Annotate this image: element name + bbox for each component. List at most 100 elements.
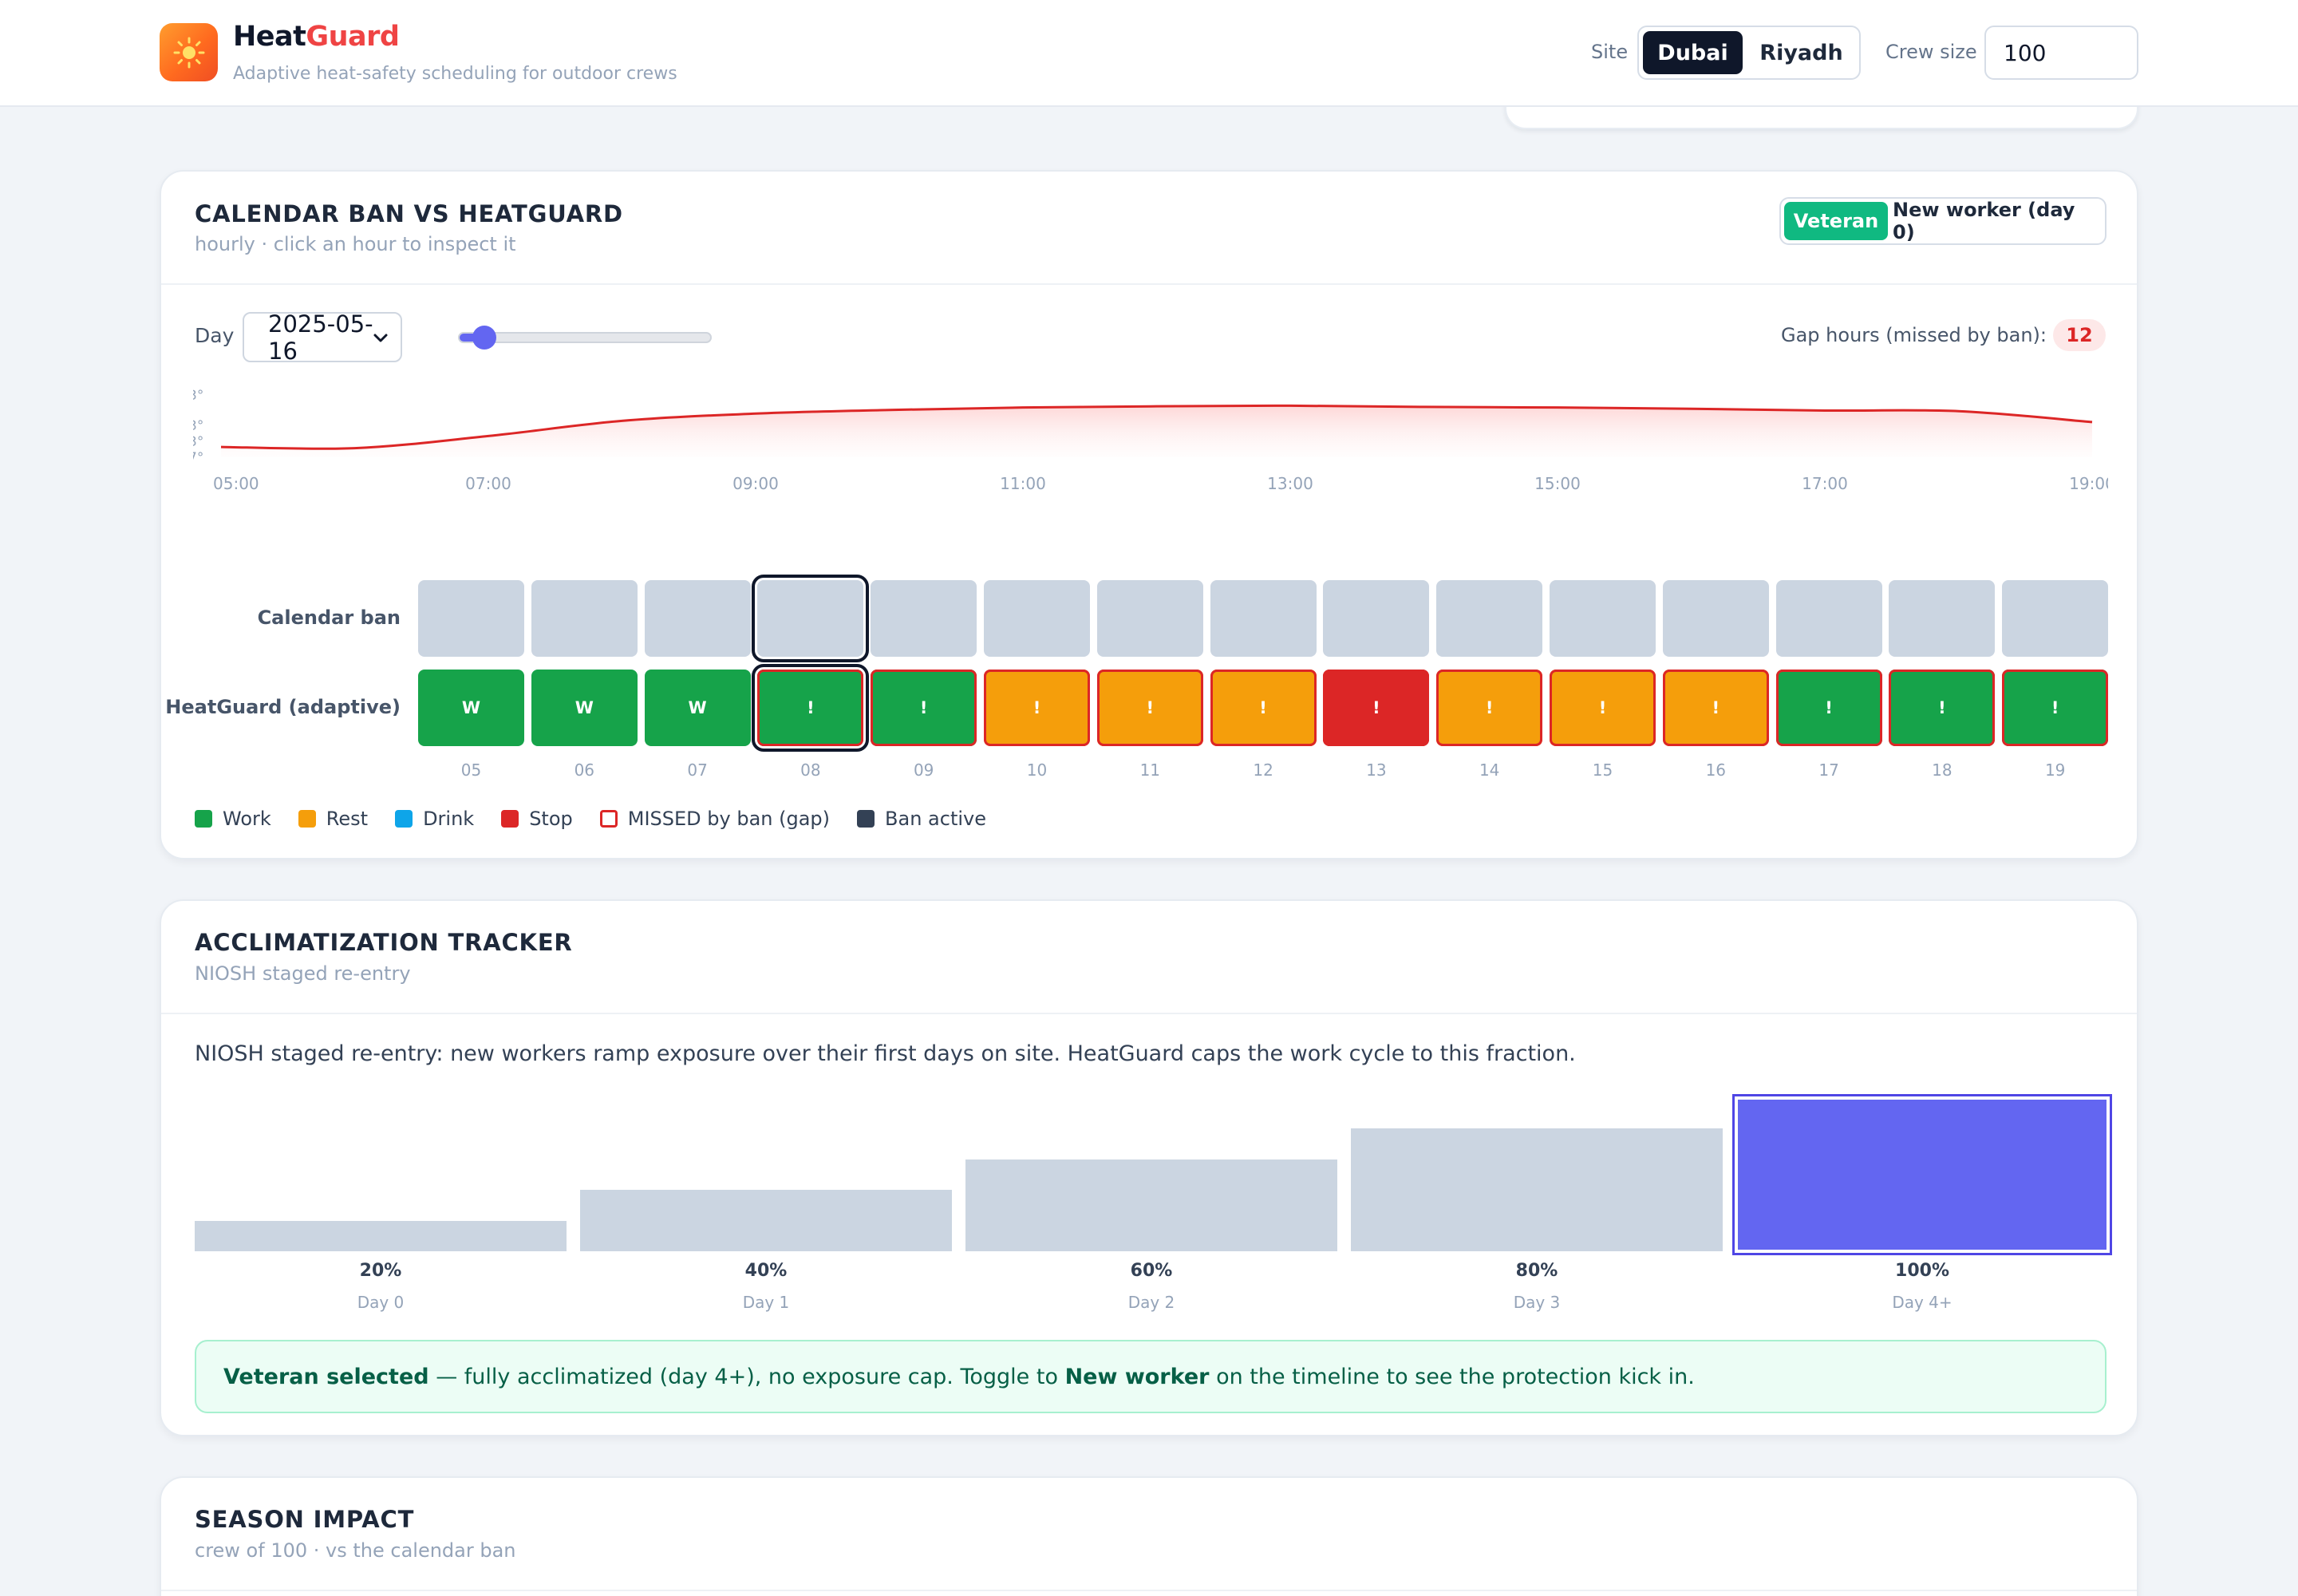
heatguard-cell-09[interactable]: ! [871,670,977,746]
legend-label: Stop [529,808,573,830]
day-slider-thumb[interactable] [472,326,497,350]
heatguard-cell-13[interactable]: ! [1323,670,1430,746]
note-text-2: on the timeline to see the protection ki… [1209,1364,1695,1389]
heatguard-cell-15[interactable]: ! [1550,670,1656,746]
note-bold-new-worker: New worker [1064,1364,1210,1389]
hour-label: 17 [1818,760,1839,780]
acclimatization-bar-day-1 [580,1190,952,1251]
ban-cell-06[interactable] [531,580,638,657]
temperature-area [221,405,2092,457]
x-tick-label: 09:00 [732,474,779,493]
hour-label: 08 [800,760,821,780]
brand-name-part2: Guard [306,21,400,53]
brand-name-part1: Heat [233,21,306,53]
heatguard-cell-10[interactable]: ! [984,670,1090,746]
note-bold-veteran: Veteran selected [223,1364,429,1389]
site-toggle: Dubai Riyadh [1637,26,1861,80]
legend-label: Drink [423,808,475,830]
worker-mode-toggle: Veteran New worker (day 0) [1779,197,2106,245]
bar-percent-label: 80% [1515,1261,1558,1281]
legend-label: MISSED by ban (gap) [627,808,831,830]
x-tick-label: 05:00 [213,474,259,493]
legend-item: Rest [298,808,368,830]
mode-option-new-worker[interactable]: New worker (day 0) [1893,199,2075,243]
mode-option-veteran[interactable]: Veteran [1784,202,1888,240]
bar-percent-label: 100% [1895,1261,1949,1281]
ban-cell-18[interactable] [1889,580,1996,657]
ban-cell-08[interactable] [752,575,870,662]
divider [161,283,2137,285]
legend-swatch [501,810,519,828]
row-label-calendar-ban: Calendar ban [257,606,401,629]
heatguard-cell-05[interactable]: W [418,670,524,746]
row-label-heatguard: HeatGuard (adaptive) [165,696,401,718]
day-select-value: 2025-05-16 [268,310,373,365]
brand-name: HeatGuard [233,21,400,53]
legend-swatch [857,810,875,828]
ban-cell-15[interactable] [1550,580,1656,657]
hour-label: 10 [1026,760,1048,780]
heatguard-cell-07[interactable]: W [644,670,751,746]
y-tick-label: 3° [193,418,203,434]
divider [161,1013,2137,1014]
heatguard-cell-17[interactable]: ! [1775,670,1882,746]
ban-cell-16[interactable] [1662,580,1769,657]
legend-swatch [395,810,413,828]
season-title: SEASON IMPACT [195,1506,415,1533]
y-tick-label: 7° [193,450,203,466]
acclimatization-card: ACCLIMATIZATION TRACKER NIOSH staged re-… [160,899,2138,1436]
heatguard-cell-12[interactable]: ! [1210,670,1317,746]
x-tick-label: 17:00 [1802,474,1848,493]
legend-item: Drink [395,808,474,830]
season-impact-card: SEASON IMPACT crew of 100 · vs the calen… [160,1476,2138,1596]
heatguard-cell-06[interactable]: W [531,670,638,746]
chevron-down-icon [373,334,388,342]
acclimatization-title: ACCLIMATIZATION TRACKER [195,929,573,956]
app-header: HeatGuard Adaptive heat-safety schedulin… [0,0,2298,107]
x-tick-label: 15:00 [1534,474,1581,493]
heatguard-cell-16[interactable]: ! [1662,670,1769,746]
day-select[interactable]: 2025-05-16 [243,310,402,365]
site-label: Site [1591,41,1629,63]
site-option-riyadh[interactable]: Riyadh [1759,40,1843,65]
divider [161,1590,2137,1591]
heatguard-cell-14[interactable]: ! [1436,670,1543,746]
acclimatization-bar-day-2 [965,1159,1337,1251]
hour-label: 12 [1253,760,1273,780]
ban-cell-19[interactable] [2002,580,2109,657]
ban-cell-05[interactable] [418,580,524,657]
day-slider[interactable] [458,332,712,343]
x-tick-label: 07:00 [465,474,511,493]
ban-cell-14[interactable] [1436,580,1543,657]
ban-cell-13[interactable] [1323,580,1430,657]
ban-cell-07[interactable] [644,580,751,657]
legend-item: Stop [501,808,573,830]
ban-cell-10[interactable] [984,580,1090,657]
heatguard-cell-19[interactable]: ! [2002,670,2109,746]
site-option-dubai[interactable]: Dubai [1643,31,1743,74]
x-tick-label: 11:00 [1000,474,1046,493]
ban-cell-09[interactable] [871,580,977,657]
hour-label: 11 [1139,760,1161,780]
heatguard-cell-08[interactable]: ! [752,664,870,752]
crew-size-input[interactable] [1984,26,2138,80]
legend-swatch [599,810,618,828]
bar-percent-label: 60% [1130,1261,1173,1281]
ban-cell-11[interactable] [1096,580,1203,657]
ban-cell-12[interactable] [1210,580,1317,657]
bar-day-label: Day 2 [1127,1293,1175,1312]
heatguard-cell-11[interactable]: ! [1096,670,1203,746]
acclimatization-description: NIOSH staged re-entry: new workers ramp … [195,1041,1576,1066]
bar-day-label: Day 1 [742,1293,790,1312]
day-slider-fill [460,334,480,342]
heatguard-cell-18[interactable]: ! [1889,670,1996,746]
acclimatization-subtitle: NIOSH staged re-entry [195,962,411,985]
bar-day-label: Day 4+ [1892,1293,1953,1312]
timeline-title: CALENDAR BAN VS HEATGUARD [195,200,623,227]
timeline-legend: Work Rest Drink Stop MISSED by ban (gap) Ban … [195,808,986,830]
y-tick-label: 3° [193,434,203,450]
ban-cell-17[interactable] [1775,580,1882,657]
gap-hours-label: Gap hours (missed by ban): [1781,324,2047,346]
crew-size-label: Crew size [1885,41,1977,63]
temperature-line [220,404,2093,450]
